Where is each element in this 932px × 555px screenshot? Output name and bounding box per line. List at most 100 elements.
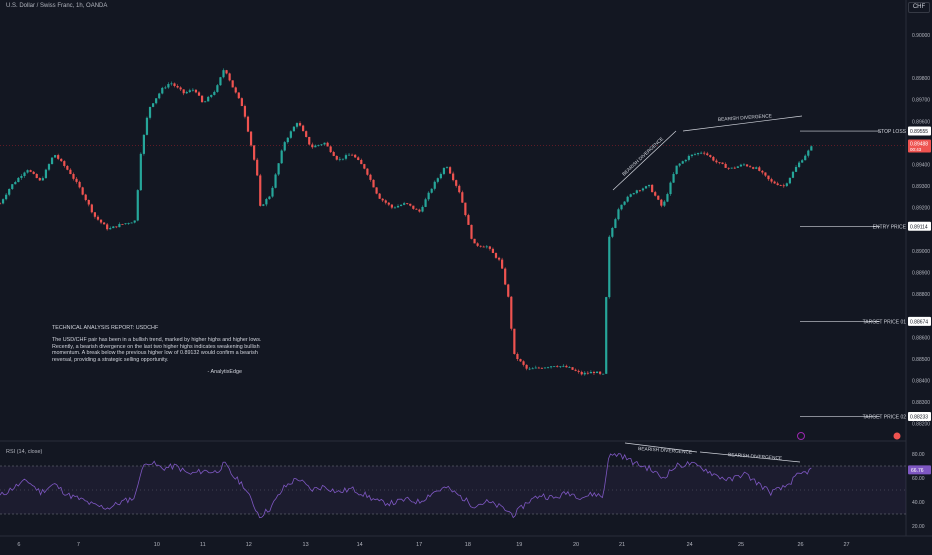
rsi-legend-label: RSI (14, close) [6, 449, 43, 455]
divergence-label-price-1: BEARISH DIVERGENCE [621, 136, 665, 177]
symbol-header: U.S. Dollar / Swiss Franc, 1h, OANDA [6, 3, 108, 9]
candle-body [605, 297, 608, 374]
price-tick-label: 0.90000 [912, 33, 930, 39]
price-tick-label: 0.89300 [912, 184, 930, 190]
candle-body [712, 156, 715, 161]
candle-body [647, 184, 651, 187]
candle-body [810, 146, 813, 151]
candle-body [476, 243, 479, 246]
candle-body [709, 155, 712, 157]
time-tick-label: 10 [154, 542, 160, 548]
candle-body [467, 215, 470, 225]
candle-body [543, 367, 547, 369]
candle-body [44, 169, 48, 179]
report-signature: - AnalytixEdge [207, 368, 242, 375]
candle-body [219, 77, 222, 86]
candle-body [522, 361, 525, 365]
current-price-tag [908, 139, 931, 153]
candle-body [210, 94, 213, 97]
candle-body [703, 152, 706, 154]
candle-body [142, 134, 145, 154]
rsi-tick-label: 20.00 [912, 524, 925, 530]
rsi-tick-label: 60.00 [912, 476, 925, 482]
candle-body [298, 123, 302, 126]
alert-clock-icon[interactable] [797, 432, 805, 440]
candle-body [715, 160, 718, 163]
currency-button[interactable]: CHF [908, 2, 930, 13]
candle-body [516, 353, 519, 360]
candle-body [510, 296, 513, 329]
candle-body [727, 167, 730, 169]
candle-body [60, 158, 63, 162]
candle-body [96, 216, 100, 220]
candle-body [455, 180, 458, 186]
candle-body [350, 154, 354, 156]
report-body: The USD/CHF pair has been in a bullish t… [52, 336, 262, 364]
candle-body [519, 359, 522, 362]
time-tick-label: 12 [246, 542, 252, 548]
candle-body [231, 80, 234, 88]
candle-body [50, 157, 54, 165]
candle-body [23, 172, 26, 176]
candle-body [550, 366, 553, 368]
price-tick-label: 0.88900 [912, 271, 930, 277]
analysis-report: TECHNICAL ANALYSIS REPORT: USDCHF The US… [52, 325, 272, 376]
candle-body [632, 193, 635, 195]
candle-body [758, 167, 761, 171]
candle-body [556, 366, 559, 368]
candle-body [271, 187, 274, 197]
candle-body [317, 144, 320, 146]
candle-body [78, 181, 81, 188]
candle-body [589, 371, 593, 374]
candle-body [497, 257, 501, 260]
candle-body [341, 158, 345, 160]
candle-body [164, 87, 167, 89]
candle-body [577, 370, 580, 372]
level-price-tag [908, 316, 931, 326]
rsi-tick-label: 80.00 [912, 452, 925, 458]
candle-body [35, 173, 38, 179]
candle-body [797, 162, 801, 168]
divergence-line-price-1 [612, 130, 677, 191]
candle-body [804, 155, 807, 161]
candle-body [329, 146, 332, 153]
candle-body [687, 155, 690, 160]
candle-body [369, 174, 372, 180]
candle-body [574, 369, 577, 371]
divergence-line-rsi-1 [624, 442, 698, 453]
candle-body [326, 142, 329, 147]
candle-body [335, 155, 338, 160]
flag-icon[interactable] [893, 432, 901, 440]
candle-body [430, 188, 433, 193]
candle-body [38, 178, 41, 181]
candle-body [406, 203, 409, 204]
candle-body [657, 195, 660, 200]
candle-body [461, 192, 464, 203]
candle-body [626, 196, 629, 202]
level-price-text: 0.88233 [910, 415, 928, 421]
time-tick-label: 14 [357, 542, 363, 548]
level-label: ENTRY PRICE [873, 224, 907, 230]
level-price-text: 0.88674 [910, 319, 928, 325]
candle-body [197, 92, 201, 96]
candle-body [182, 89, 185, 94]
candle-body [302, 125, 305, 132]
candle-body [598, 371, 602, 374]
candle-body [684, 159, 687, 162]
candle-body [283, 142, 286, 151]
candle-body [494, 253, 498, 258]
candle-body [553, 366, 556, 368]
time-tick-label: 13 [303, 542, 309, 548]
candle-body [534, 367, 537, 369]
divergence-label-price-2: BEARISH DIVERGENCE [718, 113, 772, 123]
candle-body [47, 164, 51, 170]
candle-body [87, 199, 90, 205]
rsi-tick-label: 40.00 [912, 500, 925, 506]
candle-body [207, 96, 210, 102]
price-tick-label: 0.89200 [912, 206, 930, 212]
candle-body [11, 184, 14, 189]
candle-body [99, 219, 103, 223]
candle-body [213, 91, 216, 95]
